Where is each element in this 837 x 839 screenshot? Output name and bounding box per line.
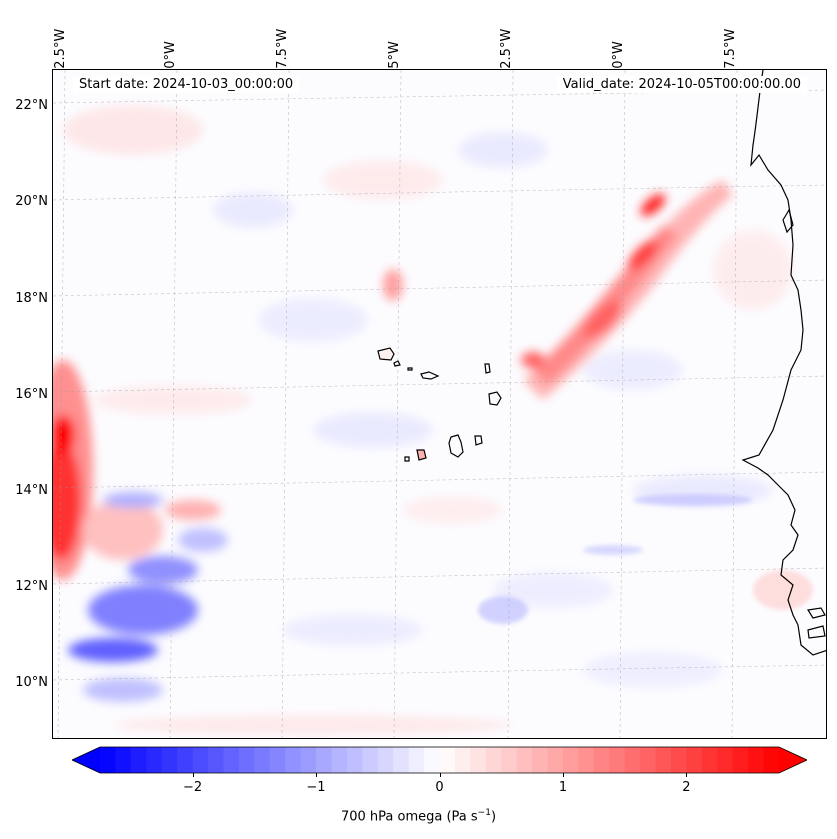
island-sao-vicente	[393, 360, 401, 367]
colorbar-segment	[670, 747, 688, 773]
colorbar-segment	[161, 747, 178, 773]
lat-label-12n: 12°N	[15, 579, 48, 594]
colorbar-segment	[393, 747, 410, 773]
colorbar-segment	[609, 747, 626, 773]
colorbar-label: 700 hPa omega (Pa s−1)	[0, 808, 837, 824]
colorbar-segment	[501, 747, 518, 773]
island-boa-vista	[488, 391, 502, 406]
colorbar-segment	[624, 747, 641, 773]
colorbar-segment	[377, 747, 394, 773]
colorbar-segment	[470, 747, 487, 773]
colorbar-tick-label: 2	[682, 780, 691, 795]
colorbar	[71, 745, 808, 775]
colorbar-segment	[316, 747, 333, 773]
colorbar-segment	[130, 747, 147, 773]
colorbar-segment	[717, 747, 734, 773]
island-santa-luzia	[407, 367, 413, 371]
colorbar-segment	[547, 747, 564, 773]
colorbar-segment	[238, 747, 255, 773]
colorbar-tick-mark	[316, 773, 317, 777]
colorbar-label-text: 700 hPa omega (Pa s	[340, 809, 478, 825]
colorbar-segment	[640, 747, 657, 773]
island-maio	[474, 435, 483, 446]
colorbar-tick-mark	[192, 773, 194, 777]
omega-shading	[53, 105, 813, 735]
colorbar-segment	[177, 747, 194, 773]
coastline	[377, 70, 826, 656]
map-gridlines	[53, 70, 826, 738]
island-sal	[484, 363, 491, 374]
colorbar-segment	[285, 747, 302, 773]
colorbar-extend-min	[72, 747, 100, 773]
colorbar-segment	[115, 747, 132, 773]
colorbar-segment	[485, 747, 502, 773]
lat-label-10n: 10°N	[15, 675, 48, 690]
island-brava	[404, 456, 410, 462]
colorbar-segment	[578, 747, 595, 773]
colorbar-segment	[192, 747, 209, 773]
coast-islet	[782, 208, 794, 234]
colorbar-label-close: )	[490, 809, 497, 825]
colorbar-segment	[516, 747, 533, 773]
colorbar-segment	[748, 747, 765, 773]
omega-map-panel	[52, 69, 827, 739]
island-santiago	[448, 434, 464, 458]
colorbar-segment	[439, 747, 456, 773]
colorbar-segment	[300, 747, 317, 773]
colorbar-segment	[208, 747, 225, 773]
colorbar-segment	[223, 747, 240, 773]
start-date-label: Start date: 2024-10-03_00:00:00	[73, 76, 300, 93]
colorbar-svg	[71, 746, 808, 774]
colorbar-segment	[532, 747, 549, 773]
colorbar-tick-mark	[686, 773, 688, 777]
lat-label-22n: 22°N	[15, 98, 48, 113]
colorbar-segment	[593, 747, 610, 773]
lat-label-14n: 14°N	[15, 483, 48, 498]
colorbar-segment	[362, 747, 379, 773]
lat-label-20n: 20°N	[15, 194, 48, 209]
colorbar-segment	[424, 747, 441, 773]
colorbar-tick-mark	[439, 773, 441, 777]
coast-islet	[807, 607, 826, 619]
colorbar-tick-label: 0	[435, 780, 444, 795]
colorbar-segment	[146, 747, 163, 773]
island-santo-antao	[377, 347, 395, 361]
colorbar-segment	[655, 747, 672, 773]
island-sao-nicolau	[420, 371, 440, 380]
valid-date-label: Valid_date: 2024-10-05T00:00:00.00	[556, 76, 807, 93]
colorbar-tick-label: 1	[558, 780, 568, 795]
colorbar-tick-label: −2	[183, 780, 203, 795]
colorbar-segment	[454, 747, 471, 773]
colorbar-segment	[763, 747, 780, 773]
island-fogo	[416, 449, 427, 461]
colorbar-segment	[408, 747, 425, 773]
colorbar-segment	[254, 747, 271, 773]
colorbar-segment	[732, 747, 749, 773]
colorbar-extend-max	[779, 747, 807, 773]
lat-label-18n: 18°N	[15, 291, 48, 306]
colorbar-segment	[346, 747, 363, 773]
colorbar-segment	[100, 747, 117, 773]
colorbar-segment	[331, 747, 348, 773]
colorbar-segment	[686, 747, 703, 773]
africa-coast	[741, 70, 826, 656]
colorbar-tick-mark	[563, 773, 564, 777]
colorbar-segment	[701, 747, 718, 773]
colorbar-segment	[269, 747, 286, 773]
colorbar-tick-label: −1	[306, 780, 326, 795]
lat-label-16n: 16°N	[15, 387, 48, 402]
colorbar-label-exponent: −1	[477, 808, 491, 818]
coast-islet	[807, 625, 826, 639]
omega-field-svg	[53, 70, 826, 738]
colorbar-segment	[562, 747, 579, 773]
